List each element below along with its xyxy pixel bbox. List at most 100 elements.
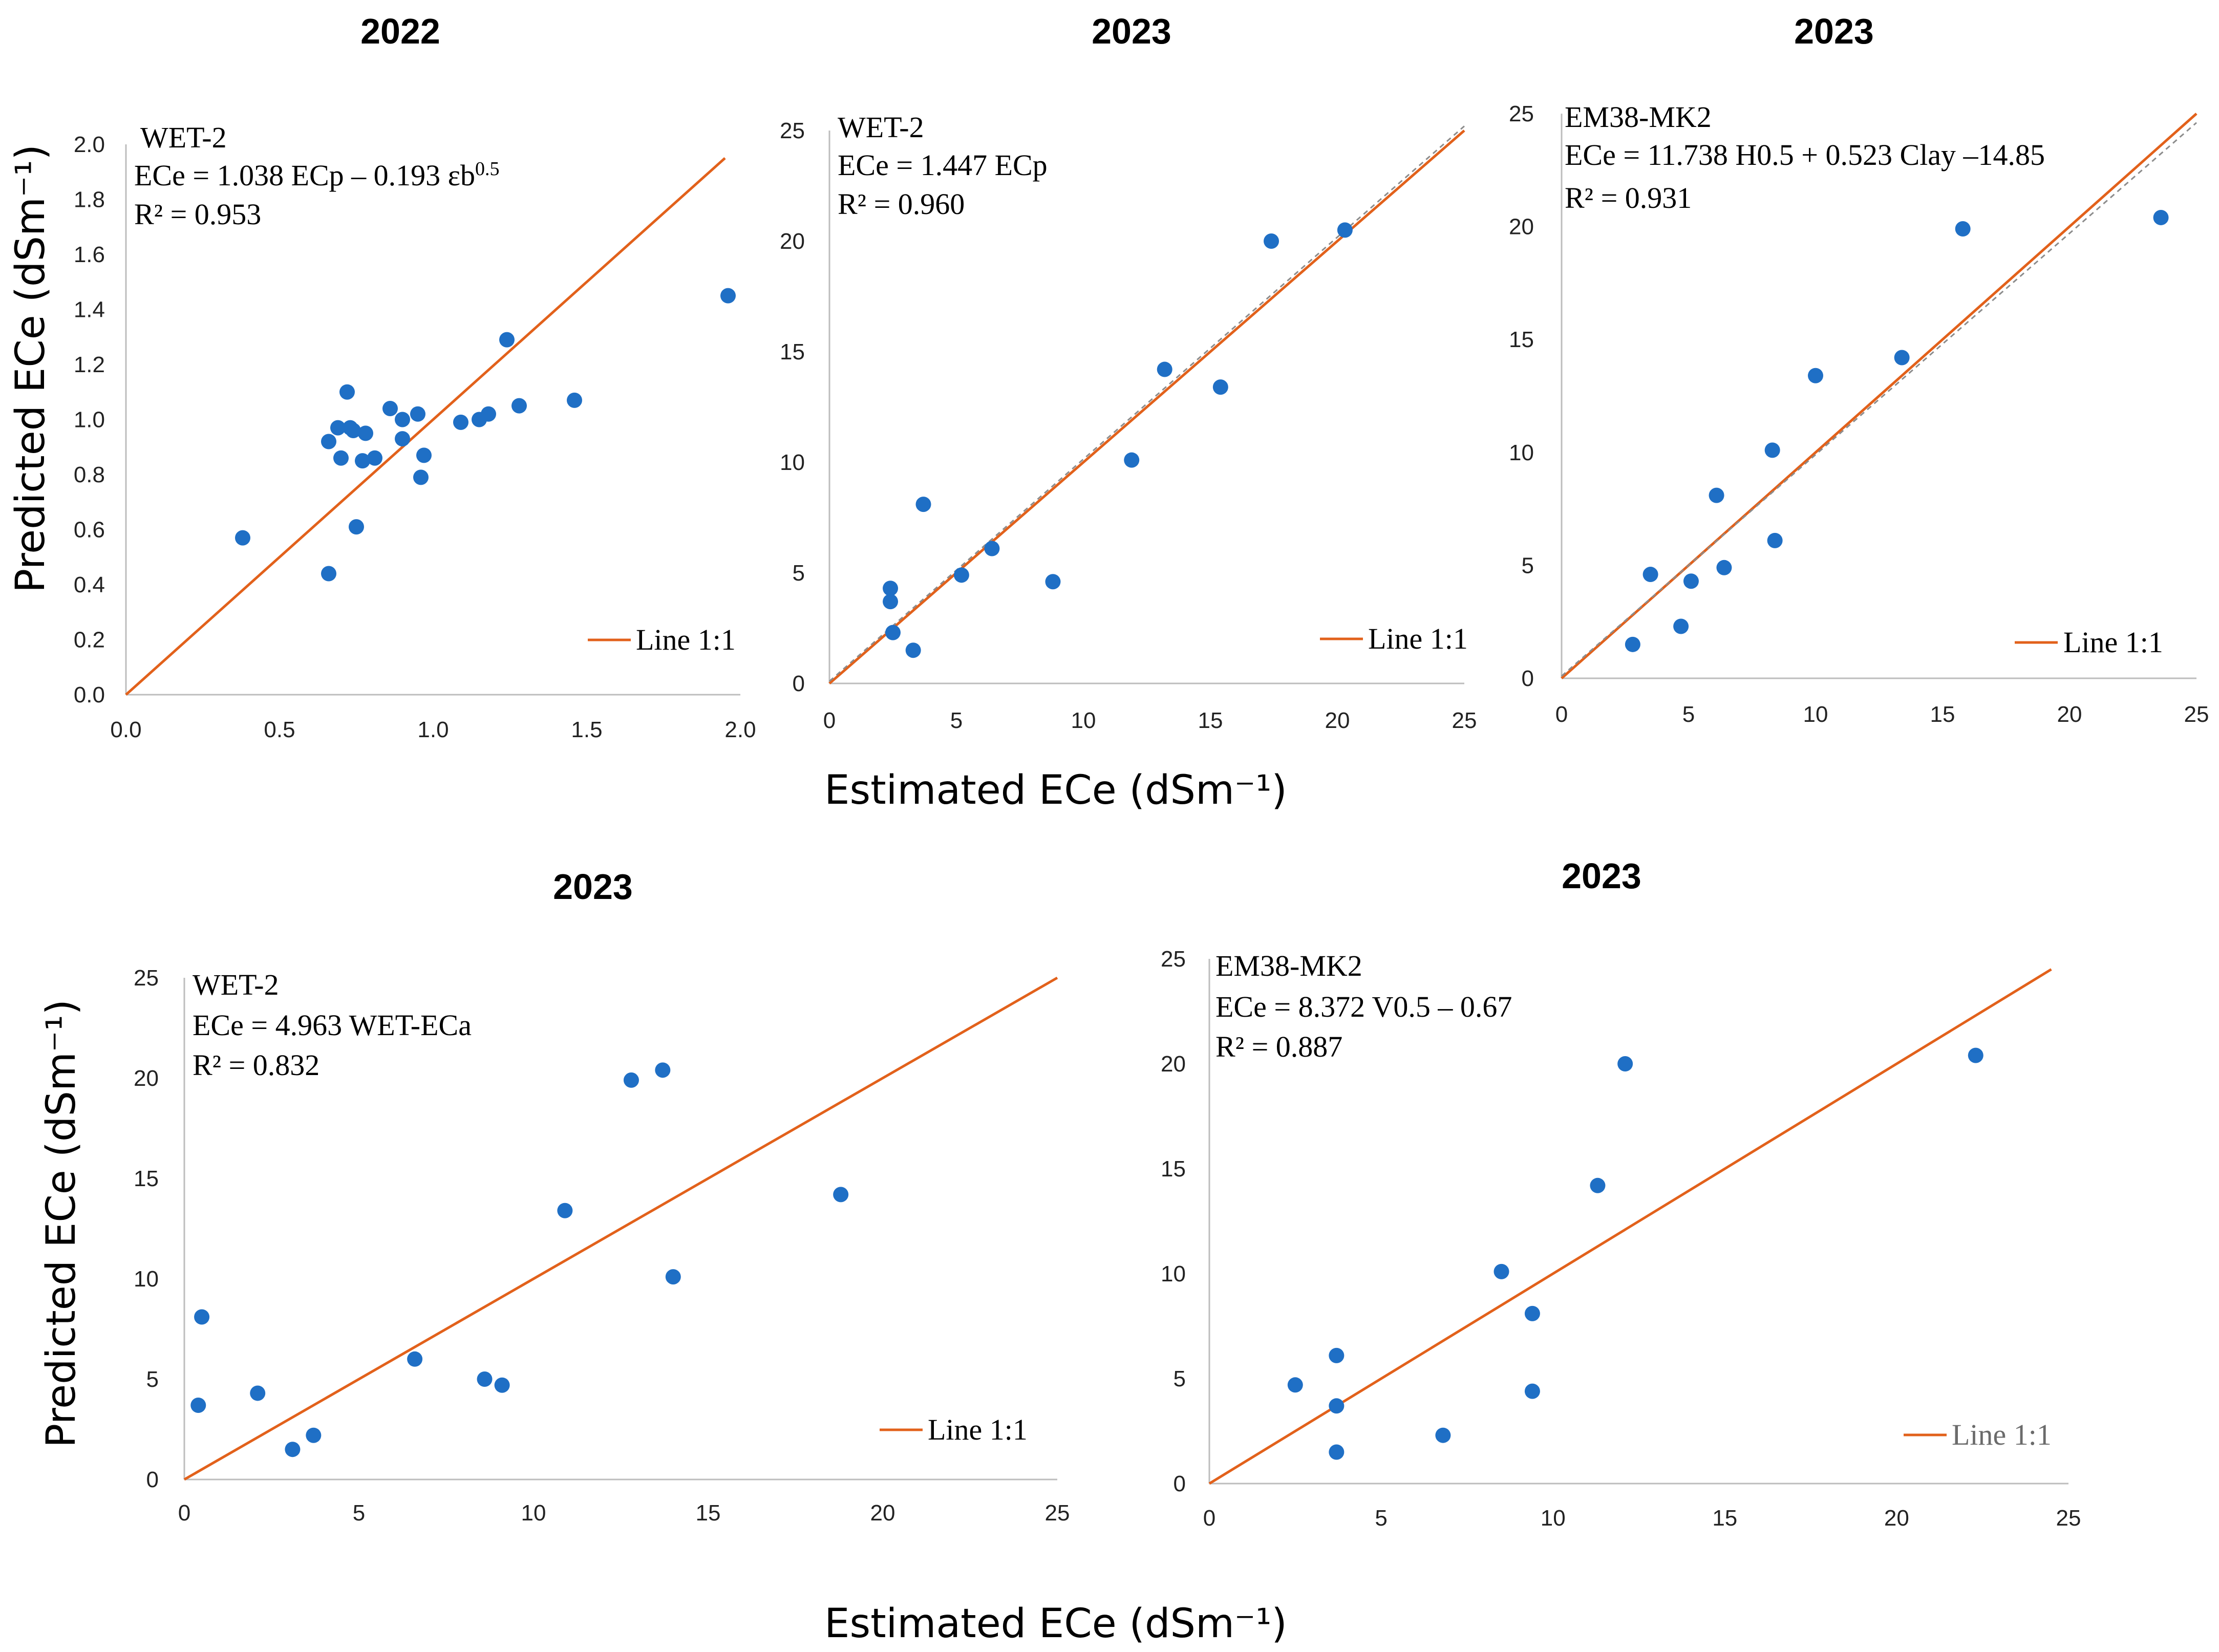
chart-panel-4: 2023 0 5 10 15 20 25 0 5 10 15 20 25 WET-2 ECe = 4.963… bbox=[134, 867, 1070, 1526]
r-squared-label: R² = 0.960 bbox=[838, 187, 965, 221]
y-tick-label: 5 bbox=[1522, 553, 1534, 578]
x-tick-label: 20 bbox=[1884, 1506, 1909, 1531]
data-point bbox=[953, 567, 969, 583]
y-tick-label: 5 bbox=[793, 561, 805, 586]
y-tick-label: 0 bbox=[1173, 1471, 1186, 1496]
x-tick-label: 0 bbox=[823, 708, 836, 733]
x-tick-label: 0 bbox=[178, 1500, 190, 1526]
data-point bbox=[833, 1187, 849, 1203]
data-point bbox=[333, 450, 349, 466]
y-tick-label: 20 bbox=[780, 229, 805, 254]
data-point bbox=[720, 288, 736, 304]
chart-title: 2022 bbox=[360, 11, 440, 51]
data-point bbox=[1124, 452, 1140, 468]
data-point bbox=[1524, 1305, 1540, 1321]
chart-title: 2023 bbox=[553, 867, 633, 907]
legend-label: Line 1:1 bbox=[1368, 622, 1468, 655]
legend-label: Line 1:1 bbox=[928, 1413, 1028, 1446]
y-tick-label: 10 bbox=[780, 450, 805, 475]
data-point bbox=[1625, 636, 1640, 652]
data-point bbox=[567, 392, 582, 408]
data-point bbox=[1767, 532, 1783, 548]
equation-label: ECe = 11.738 H0.5 + 0.523 Clay –14.85 bbox=[1565, 138, 2045, 171]
r-squared-label: R² = 0.931 bbox=[1565, 181, 1692, 214]
data-point bbox=[1337, 222, 1353, 238]
data-point bbox=[1524, 1383, 1540, 1399]
x-tick-label: 0.5 bbox=[264, 717, 295, 742]
chart-panel-3: 2023 0 5 10 15 20 25 0 5 10 15 20 25 EM38-MK2 ECe = 11… bbox=[1509, 11, 2209, 727]
y-tick-label: 0.8 bbox=[74, 462, 105, 487]
x-tick-label: 20 bbox=[2057, 702, 2082, 727]
equation-label: ECe = 4.963 WET-ECa bbox=[193, 1009, 472, 1042]
line-1-1 bbox=[828, 130, 1465, 684]
y-tick-label: 15 bbox=[780, 339, 805, 364]
chart-panel-2: 2023 0 5 10 15 20 25 0 5 10 15 20 25 WET-2 ECe = 1.447… bbox=[780, 11, 1477, 733]
data-point bbox=[885, 625, 901, 640]
y-tick-label: 1.2 bbox=[74, 352, 105, 377]
data-point bbox=[511, 398, 527, 414]
data-point bbox=[355, 453, 370, 469]
data-point bbox=[190, 1397, 206, 1413]
y-tick-label: 20 bbox=[1509, 214, 1534, 240]
data-point bbox=[407, 1351, 423, 1367]
data-point bbox=[1329, 1398, 1345, 1414]
data-point bbox=[1493, 1263, 1509, 1279]
equation-label: ECe = 1.447 ECp bbox=[838, 148, 1048, 182]
legend-label: Line 1:1 bbox=[1952, 1418, 2052, 1451]
x-tick-label: 15 bbox=[696, 1500, 721, 1526]
data-point bbox=[1716, 560, 1732, 575]
x-tick-label: 25 bbox=[2056, 1506, 2081, 1531]
x-tick-label: 5 bbox=[1375, 1506, 1387, 1531]
y-tick-label: 10 bbox=[1509, 440, 1534, 465]
x-tick-label: 0 bbox=[1555, 702, 1568, 727]
y-tick-label: 10 bbox=[1161, 1261, 1186, 1286]
chart-title: 2023 bbox=[1794, 11, 1874, 51]
r-squared-label: R² = 0.832 bbox=[193, 1048, 319, 1082]
x-tick-label: 1.0 bbox=[417, 717, 449, 742]
x-tick-label: 10 bbox=[1541, 1506, 1566, 1531]
y-tick-label: 5 bbox=[146, 1367, 159, 1392]
legend-label: Line 1:1 bbox=[636, 623, 736, 656]
data-point bbox=[905, 642, 921, 658]
chart-title: 2023 bbox=[1562, 856, 1641, 896]
y-tick-label: 0 bbox=[146, 1467, 159, 1492]
data-point bbox=[330, 420, 346, 436]
data-point bbox=[883, 581, 899, 596]
chart-panel-5: 2023 0 5 10 15 20 25 0 5 10 15 20 25 EM38-MK2 ECe = 8.… bbox=[1161, 856, 2081, 1531]
y-tick-label: 5 bbox=[1173, 1366, 1186, 1391]
y-tick-label: 0.6 bbox=[74, 518, 105, 543]
y-tick-label: 15 bbox=[1509, 327, 1534, 352]
y-tick-label: 15 bbox=[1161, 1156, 1186, 1182]
x-tick-label: 20 bbox=[870, 1500, 895, 1526]
r-squared-label: R² = 0.953 bbox=[134, 198, 261, 231]
equation-superscript: 0.5 bbox=[475, 158, 500, 180]
line-1-1 bbox=[125, 157, 726, 696]
chart-title: 2023 bbox=[1092, 11, 1171, 51]
x-tick-label: 20 bbox=[1325, 708, 1350, 733]
trend-line bbox=[829, 125, 1465, 682]
y-tick-label: 25 bbox=[780, 118, 805, 143]
data-point bbox=[339, 384, 355, 400]
data-point bbox=[413, 469, 429, 485]
x-tick-label: 25 bbox=[1045, 1500, 1070, 1526]
y-tick-label: 0.2 bbox=[74, 628, 105, 653]
data-point bbox=[321, 566, 336, 582]
equation-label: ECe = 1.038 ECp – 0.193 εb0.5 bbox=[134, 158, 500, 192]
data-point bbox=[1045, 574, 1061, 590]
data-point bbox=[453, 414, 468, 430]
data-point bbox=[623, 1072, 639, 1088]
y-tick-label: 1.0 bbox=[74, 407, 105, 433]
data-point bbox=[655, 1062, 671, 1078]
sensor-label: WET-2 bbox=[140, 121, 227, 154]
data-point bbox=[1642, 567, 1658, 583]
data-point bbox=[395, 412, 410, 427]
x-tick-label: 1.5 bbox=[571, 717, 602, 742]
data-point bbox=[1709, 487, 1724, 503]
data-point bbox=[346, 423, 361, 438]
data-point bbox=[915, 497, 931, 512]
sensor-label: EM38-MK2 bbox=[1565, 100, 1712, 134]
x-tick-label: 10 bbox=[521, 1500, 546, 1526]
data-point bbox=[1808, 368, 1823, 383]
x-tick-label: 10 bbox=[1071, 708, 1096, 733]
